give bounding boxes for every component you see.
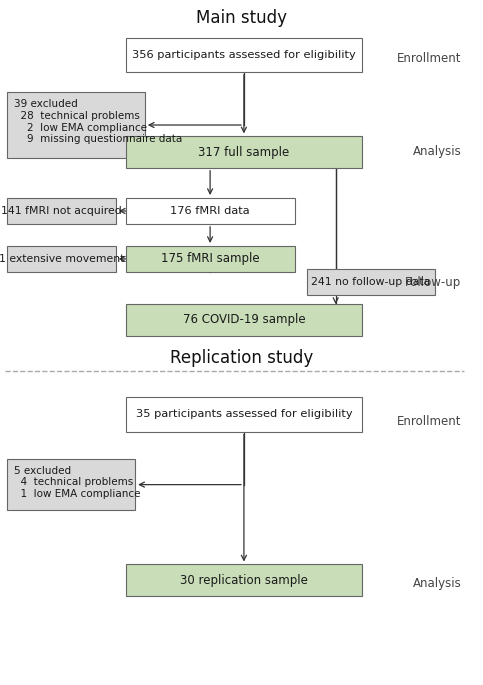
- FancyBboxPatch shape: [126, 397, 362, 432]
- FancyBboxPatch shape: [7, 198, 116, 224]
- Text: Follow-up: Follow-up: [405, 276, 461, 288]
- Text: 35 participants assessed for eligibility: 35 participants assessed for eligibility: [136, 410, 352, 419]
- Text: 176 fMRI data: 176 fMRI data: [170, 206, 250, 216]
- Text: Analysis: Analysis: [412, 145, 461, 158]
- Text: 356 participants assessed for eligibility: 356 participants assessed for eligibilit…: [132, 50, 356, 60]
- FancyBboxPatch shape: [126, 38, 362, 72]
- Text: 317 full sample: 317 full sample: [199, 146, 289, 158]
- FancyBboxPatch shape: [7, 92, 145, 158]
- Text: 1 extensive movement: 1 extensive movement: [0, 254, 124, 264]
- Text: 241 no follow-up data: 241 no follow-up data: [311, 277, 430, 286]
- Text: Enrollment: Enrollment: [397, 52, 461, 64]
- Text: 5 excluded
  4  technical problems
  1  low EMA compliance: 5 excluded 4 technical problems 1 low EM…: [14, 466, 140, 499]
- FancyBboxPatch shape: [7, 246, 116, 272]
- FancyBboxPatch shape: [126, 136, 362, 168]
- FancyBboxPatch shape: [126, 246, 295, 272]
- Text: Main study: Main study: [196, 9, 287, 27]
- FancyBboxPatch shape: [126, 564, 362, 596]
- Text: Enrollment: Enrollment: [397, 416, 461, 428]
- Text: 175 fMRI sample: 175 fMRI sample: [161, 253, 259, 265]
- FancyBboxPatch shape: [7, 459, 135, 510]
- FancyBboxPatch shape: [126, 198, 295, 224]
- Text: Replication study: Replication study: [170, 349, 313, 366]
- Text: 30 replication sample: 30 replication sample: [180, 574, 308, 586]
- FancyBboxPatch shape: [126, 304, 362, 336]
- Text: 39 excluded
  28  technical problems
    2  low EMA compliance
    9  missing qu: 39 excluded 28 technical problems 2 low …: [14, 99, 182, 144]
- Text: 141 fMRI not acquired: 141 fMRI not acquired: [1, 206, 122, 216]
- Text: Analysis: Analysis: [412, 577, 461, 590]
- FancyBboxPatch shape: [307, 269, 435, 295]
- Text: 76 COVID-19 sample: 76 COVID-19 sample: [183, 314, 305, 326]
